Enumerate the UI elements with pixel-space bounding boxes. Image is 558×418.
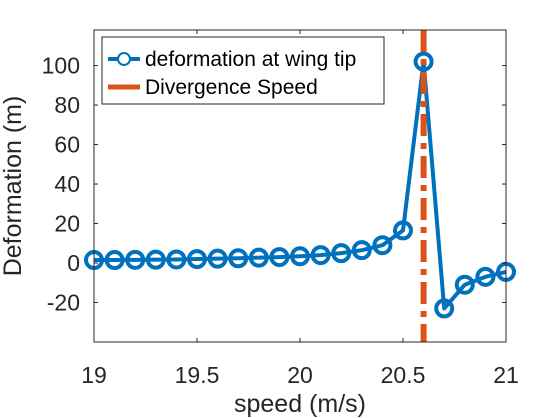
x-ticks: 19 19.5 20 20.5 21 [81, 30, 519, 388]
data-point [166, 249, 187, 270]
data-point [351, 240, 372, 261]
legend-box [101, 36, 385, 105]
y-tick-label: 20 [54, 211, 80, 237]
x-tick-label: 19 [81, 362, 107, 388]
x-tick-label: 19.5 [175, 362, 220, 388]
series-layer [84, 51, 516, 319]
data-point [331, 243, 352, 264]
x-tick-label: 21 [493, 362, 519, 388]
data-point [475, 266, 496, 287]
data-point [125, 249, 146, 270]
legend-label-0: deformation at wing tip [145, 48, 356, 71]
y-tick-label: 80 [54, 92, 80, 118]
data-point [248, 247, 269, 268]
data-point [310, 245, 331, 266]
data-point [413, 51, 434, 72]
y-axis-label: Deformation (m) [0, 96, 27, 277]
x-tick-label: 20.5 [381, 362, 426, 388]
legend-swatch-marker-0 [117, 52, 131, 66]
data-point [228, 248, 249, 269]
legend: deformation at wing tip Divergence Speed [101, 36, 385, 105]
data-point [187, 249, 207, 270]
y-tick-label: 40 [54, 171, 80, 197]
data-point [393, 220, 413, 241]
data-point [434, 298, 455, 319]
y-tick-label: 100 [42, 53, 80, 79]
legend-label-1: Divergence Speed [145, 76, 318, 99]
data-point [454, 274, 475, 295]
x-tick-label: 20 [287, 362, 313, 388]
data-point [104, 250, 125, 271]
y-tick-label: 60 [54, 132, 80, 158]
y-ticks: -20 0 20 40 60 80 100 [42, 53, 506, 316]
y-tick-label: 0 [67, 250, 80, 276]
data-point [207, 248, 228, 269]
data-point [145, 249, 166, 270]
data-point [290, 246, 310, 267]
x-axis-label: speed (m/s) [234, 390, 366, 418]
y-tick-label: -20 [47, 290, 80, 316]
data-point [269, 247, 290, 268]
data-point [372, 235, 393, 256]
